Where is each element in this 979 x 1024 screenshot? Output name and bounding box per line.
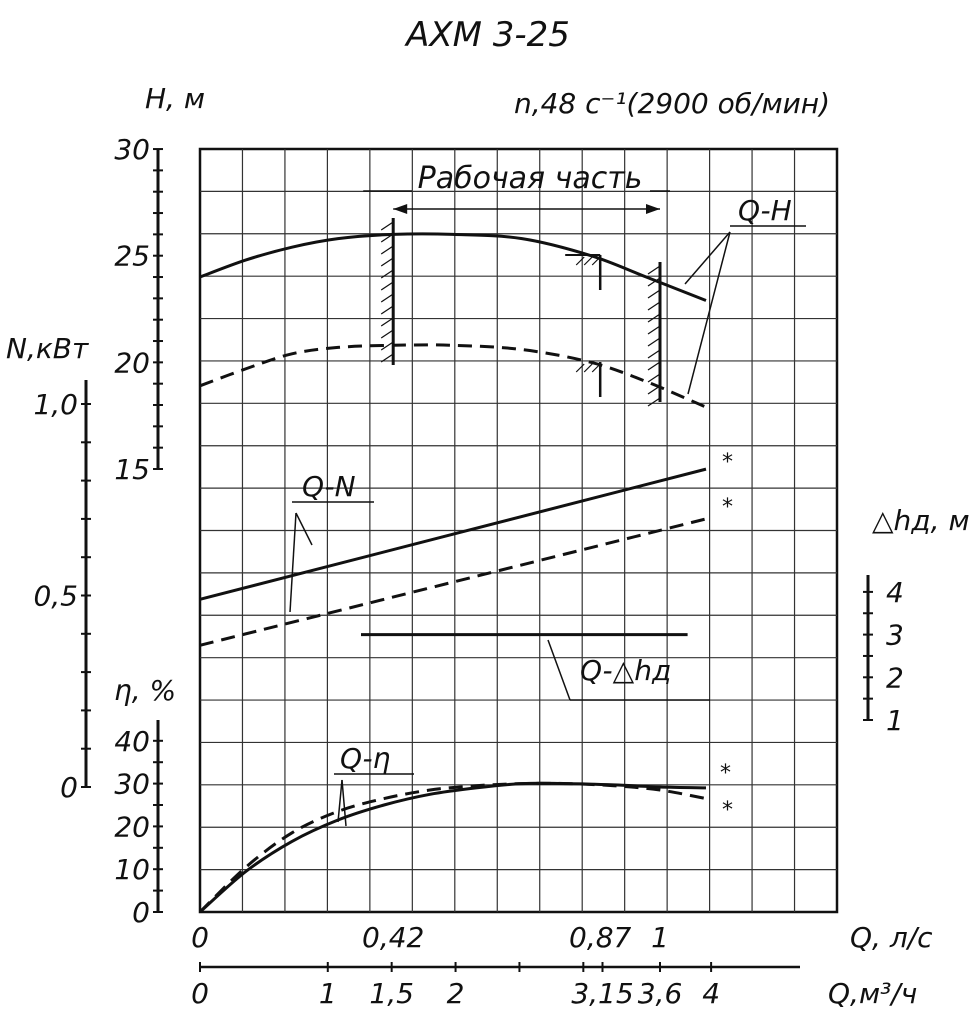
- series-H-solid-curve: [199, 232, 707, 302]
- asterisk-marker: *: [722, 798, 733, 823]
- working-range-left-boundary-hatch: [380, 281, 394, 291]
- y-axis-eta-title: η, %: [114, 674, 176, 707]
- working-range-left-boundary-hatch: [380, 293, 394, 303]
- y-axis-eta-tick-label: 40: [114, 725, 150, 758]
- working-range-right-boundary-hatch: [647, 385, 661, 395]
- y-axis-eta-tick-label: 10: [114, 853, 150, 886]
- series-N-dashed-curve: [199, 517, 707, 647]
- curve-label: Q-N: [302, 470, 356, 503]
- y-axis-dh-tick-label: 2: [886, 661, 904, 694]
- y-axis-dh-tick-label: 1: [886, 704, 904, 737]
- x-axis-secondary-tick-label: 2: [447, 977, 465, 1010]
- y-axis-h-tick-label: 15: [114, 453, 150, 486]
- nominal-point-hatch: [575, 256, 585, 266]
- x-axis-primary-tick-label: 0: [191, 921, 209, 954]
- nominal-point-hatch: [583, 363, 593, 373]
- curve-label-leader: [687, 231, 731, 395]
- annotations-group: Q-H Q-N Q-η Q-△hд * * * *: [289, 190, 806, 827]
- curve-label-leader: [547, 639, 571, 701]
- curve-label-leader: [337, 779, 343, 823]
- x-axis-secondary-tick-label: 3,6: [638, 977, 683, 1010]
- curves-group: [198, 232, 707, 914]
- working-range-right-boundary-hatch: [647, 397, 661, 407]
- working-range-left-boundary-hatch: [380, 269, 394, 279]
- curve-label-leader: [341, 779, 347, 827]
- working-range-left-boundary-hatch: [380, 317, 394, 327]
- working-range-right-boundary-hatch: [647, 361, 661, 371]
- y-axis-dh-tick-label: 3: [886, 619, 904, 652]
- y-axis-eta-tick-label: 20: [114, 810, 150, 843]
- curve-label: Q-△hд: [580, 654, 671, 687]
- curve-label-leader: [684, 231, 731, 285]
- y-axis-dh-title: △hд, м: [872, 504, 970, 537]
- working-range-right-boundary-hatch: [647, 289, 661, 299]
- curve-label: Q-η: [340, 742, 390, 775]
- chart-title: АХМ 3-25: [404, 15, 570, 55]
- working-range-left-boundary-hatch: [380, 353, 394, 363]
- asterisk-marker: *: [722, 495, 733, 520]
- working-range-left-boundary-hatch: [380, 257, 394, 267]
- x-axis-primary-tick-label: 0,87: [569, 921, 632, 954]
- series-eta-solid-curve: [199, 781, 707, 914]
- y-axis-eta-tick-label: 30: [114, 768, 150, 801]
- curve-label-leader: [289, 512, 297, 613]
- working-range-right-boundary-hatch: [647, 325, 661, 335]
- working-range-left-boundary-hatch: [380, 245, 394, 255]
- working-range-left-boundary-hatch: [380, 329, 394, 339]
- y-axis-n-tick-label: 1,0: [33, 388, 78, 421]
- working-range-left-boundary-hatch: [380, 221, 394, 231]
- y-axis-h-title: Н, м: [145, 82, 205, 115]
- working-range-left-boundary-hatch: [380, 233, 394, 243]
- nominal-point-hatch: [591, 363, 601, 373]
- y-axis-h-tick-label: 20: [114, 346, 150, 379]
- y-axis-eta-tick-label: 0: [132, 896, 150, 929]
- x-axis-secondary-tick-label: 1,5: [369, 977, 414, 1010]
- working-range-label: Рабочая часть: [418, 161, 643, 196]
- working-range-right-boundary-hatch: [647, 265, 661, 275]
- speed-label: n,48 с⁻¹(2900 об/мин): [514, 87, 830, 120]
- curve-label: Q-H: [738, 194, 792, 227]
- x-axis-secondary-title: Q,м³/ч: [828, 977, 917, 1010]
- y-axis-h-tick-label: 30: [114, 133, 150, 166]
- working-range-right-boundary-hatch: [647, 277, 661, 287]
- x-axis-secondary-tick-label: 4: [702, 977, 720, 1010]
- series-N-solid-curve: [199, 467, 707, 601]
- working-range-right-boundary-hatch: [647, 313, 661, 323]
- series-eta-dashed-curve: [198, 781, 707, 914]
- x-axis-primary-tick-label: 0,42: [362, 921, 424, 954]
- x-axis-primary-tick-label: 1: [651, 921, 669, 954]
- working-range-left-boundary-hatch: [380, 341, 394, 351]
- nominal-point-hatch: [591, 256, 601, 266]
- working-range-right-boundary-hatch: [647, 301, 661, 311]
- y-axis-n-tick-label: 0: [60, 771, 78, 804]
- working-range-right-boundary-hatch: [647, 337, 661, 347]
- working-range-right-boundary-hatch: [647, 349, 661, 359]
- working-range-arrow-left: [393, 204, 408, 214]
- x-axis-primary-title: Q, л/с: [850, 921, 933, 954]
- asterisk-marker: *: [720, 761, 731, 786]
- y-axis-h-tick-label: 25: [114, 240, 150, 273]
- series-H-dashed-curve: [199, 343, 707, 409]
- asterisk-marker: *: [722, 450, 733, 475]
- x-axis-secondary-tick-label: 3,15: [571, 977, 633, 1010]
- working-range-arrow-right: [646, 204, 660, 214]
- curve-label-leader: [295, 512, 313, 546]
- working-range-left-boundary-hatch: [380, 305, 394, 315]
- x-axis-secondary-tick-label: 0: [191, 977, 209, 1010]
- y-axis-n-title: N,кВт: [6, 332, 89, 365]
- nominal-point-hatch: [583, 256, 593, 266]
- nominal-point-hatch: [575, 363, 585, 373]
- x-axis-secondary-tick-label: 1: [319, 977, 337, 1010]
- y-axis-n-tick-label: 0,5: [33, 580, 78, 613]
- working-range-right-boundary-hatch: [647, 373, 661, 383]
- y-axis-dh-tick-label: 4: [886, 576, 904, 609]
